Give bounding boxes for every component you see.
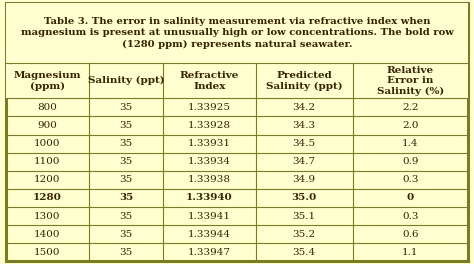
Text: 35.0: 35.0 [292,194,317,202]
Text: 1.33941: 1.33941 [188,211,231,221]
Text: 1400: 1400 [34,230,61,239]
Text: 34.9: 34.9 [292,175,316,184]
Text: 34.3: 34.3 [292,121,316,130]
Text: 0.9: 0.9 [402,157,419,166]
Text: Magnesium
(ppm): Magnesium (ppm) [14,71,81,91]
Text: 35: 35 [119,139,133,148]
Text: 34.2: 34.2 [292,103,316,112]
Text: Salinity (ppt): Salinity (ppt) [88,76,164,86]
Text: 1.33925: 1.33925 [188,103,231,112]
Text: 34.5: 34.5 [292,139,316,148]
Text: 35: 35 [119,230,133,239]
Text: 2.0: 2.0 [402,121,419,130]
Text: 1.4: 1.4 [402,139,419,148]
Text: Table 3. The error in salinity measurement via refractive index when
magnesium i: Table 3. The error in salinity measureme… [20,17,454,49]
Text: 34.7: 34.7 [292,157,316,166]
Text: 1.33928: 1.33928 [188,121,231,130]
Text: 2.2: 2.2 [402,103,419,112]
Text: 1000: 1000 [34,139,61,148]
Text: 1.33931: 1.33931 [188,139,231,148]
Text: 0.6: 0.6 [402,230,419,239]
Text: 0.3: 0.3 [402,211,419,221]
Text: 35: 35 [119,103,133,112]
Text: 35.1: 35.1 [292,211,316,221]
Text: 35: 35 [119,175,133,184]
Text: 1.33938: 1.33938 [188,175,231,184]
Text: 1200: 1200 [34,175,61,184]
Text: 35: 35 [119,121,133,130]
Text: 35.2: 35.2 [292,230,316,239]
Text: 1.33934: 1.33934 [188,157,231,166]
Text: 1100: 1100 [34,157,61,166]
Text: 1.33947: 1.33947 [188,248,231,257]
Text: 1.1: 1.1 [402,248,419,257]
FancyBboxPatch shape [6,3,468,261]
Text: 1.33944: 1.33944 [188,230,231,239]
Text: 800: 800 [37,103,57,112]
Text: 35: 35 [119,194,133,202]
Text: 900: 900 [37,121,57,130]
Text: 1300: 1300 [34,211,61,221]
Text: 0.3: 0.3 [402,175,419,184]
Text: 35: 35 [119,211,133,221]
Text: Predicted
Salinity (ppt): Predicted Salinity (ppt) [266,71,342,91]
Bar [6,3,468,63]
Text: 0: 0 [407,194,414,202]
Bar [6,63,468,98]
Text: 35.4: 35.4 [292,248,316,257]
Text: 35: 35 [119,248,133,257]
Text: Refractive
Index: Refractive Index [180,71,239,91]
Text: 1.33940: 1.33940 [186,194,233,202]
Text: 1500: 1500 [34,248,61,257]
Text: 35: 35 [119,157,133,166]
Text: 1280: 1280 [33,194,62,202]
Text: Relative
Error in
Salinity (%): Relative Error in Salinity (%) [377,66,444,96]
